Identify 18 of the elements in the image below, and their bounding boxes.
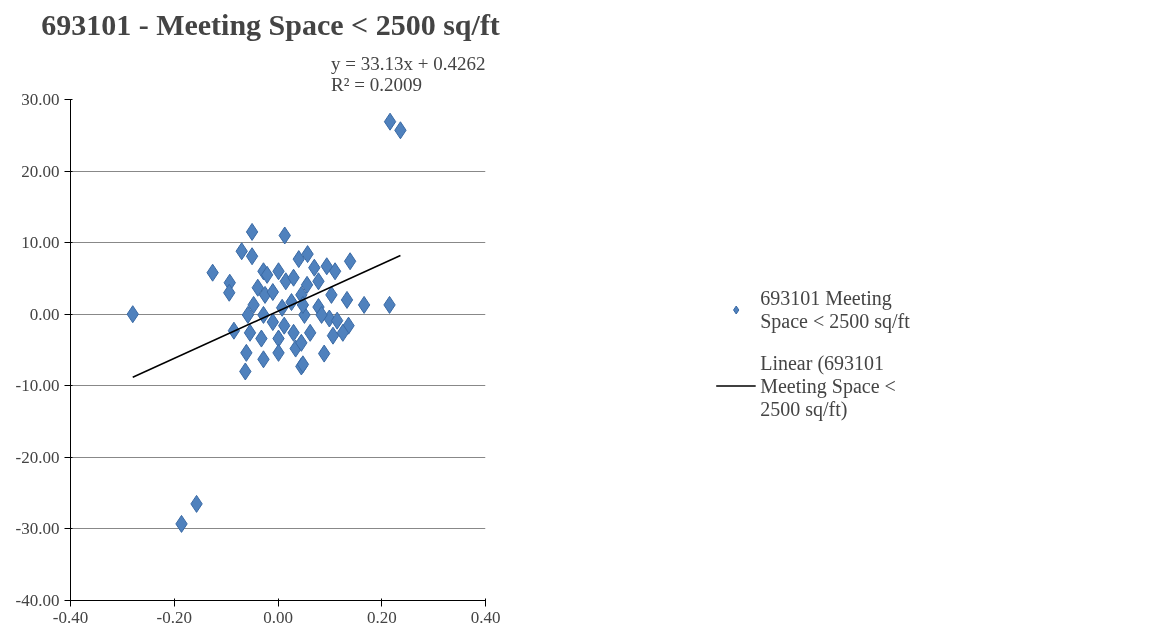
y-tick-label: 10.00 (21, 233, 60, 253)
y-tick-label: 20.00 (21, 161, 60, 181)
y-tick-label: -40.00 (15, 591, 60, 610)
x-tick-label: 0.00 (263, 607, 293, 627)
y-tick-label: 30.00 (21, 90, 60, 109)
y-tick-label: -20.00 (15, 447, 60, 467)
x-tick-label: 0.40 (470, 607, 501, 627)
text: R² = 0.2009 (331, 73, 422, 95)
legend-label: Linear (693101 Meeting Space < 2500 sq/ft) (760, 351, 896, 420)
text: y = 33.13x + 0.4262 (331, 52, 486, 74)
y-tick-label: -30.00 (15, 519, 60, 539)
chart-title: 693101 - Meeting Space < 2500 sq/ft (41, 7, 500, 41)
y-tick-label: 0.00 (29, 304, 60, 324)
legend-label: 693101 Meeting Space < 2500 sq/ft (760, 285, 910, 335)
x-tick-label: 0.20 (366, 607, 397, 627)
x-tick-label: -0.20 (156, 607, 192, 627)
x-tick-label: -0.40 (52, 607, 89, 627)
y-tick-label: -10.00 (15, 376, 60, 396)
